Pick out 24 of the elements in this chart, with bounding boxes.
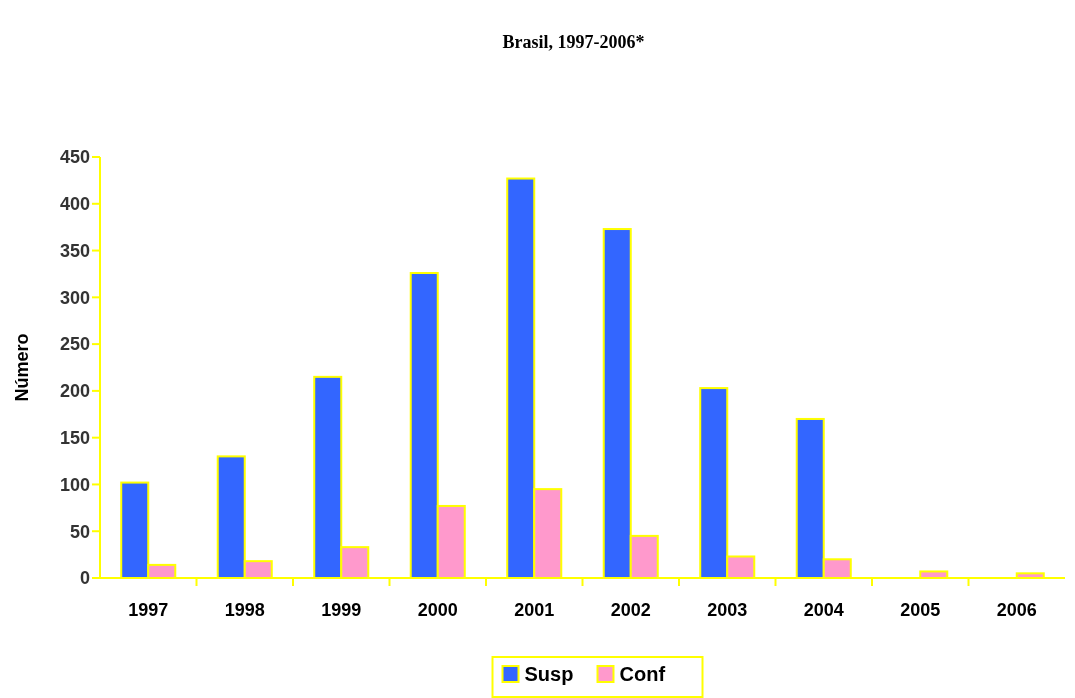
x-tick-label: 1998 [224,600,265,620]
y-tick-label: 0 [79,568,90,589]
legend-label: Susp [524,663,574,685]
y-tick-label: 200 [59,381,90,402]
x-tick-label: 2004 [803,600,844,620]
y-tick-label: 250 [59,334,90,355]
x-tick-label: 2003 [707,600,748,620]
x-tick-label: 2006 [996,600,1037,620]
y-axis-title: Número [12,333,32,402]
y-tick-label: 50 [69,521,90,542]
y-tick-label: 150 [59,427,90,448]
y-tick-label: 350 [59,240,90,261]
x-tick-label: 2000 [417,600,458,620]
x-tick-label: 1997 [128,600,169,620]
x-tick-label: 2005 [900,600,941,620]
y-tick-label: 300 [59,287,90,308]
x-tick-label: 2002 [610,600,651,620]
y-tick-label: 450 [59,147,90,168]
y-tick-label: 400 [59,194,90,215]
x-tick-label: 1999 [321,600,362,620]
legend-label: Conf [619,663,666,685]
y-tick-label: 100 [59,474,90,495]
x-tick-label: 2001 [514,600,555,620]
chart-title: Brasil, 1997-2006* [502,32,645,52]
